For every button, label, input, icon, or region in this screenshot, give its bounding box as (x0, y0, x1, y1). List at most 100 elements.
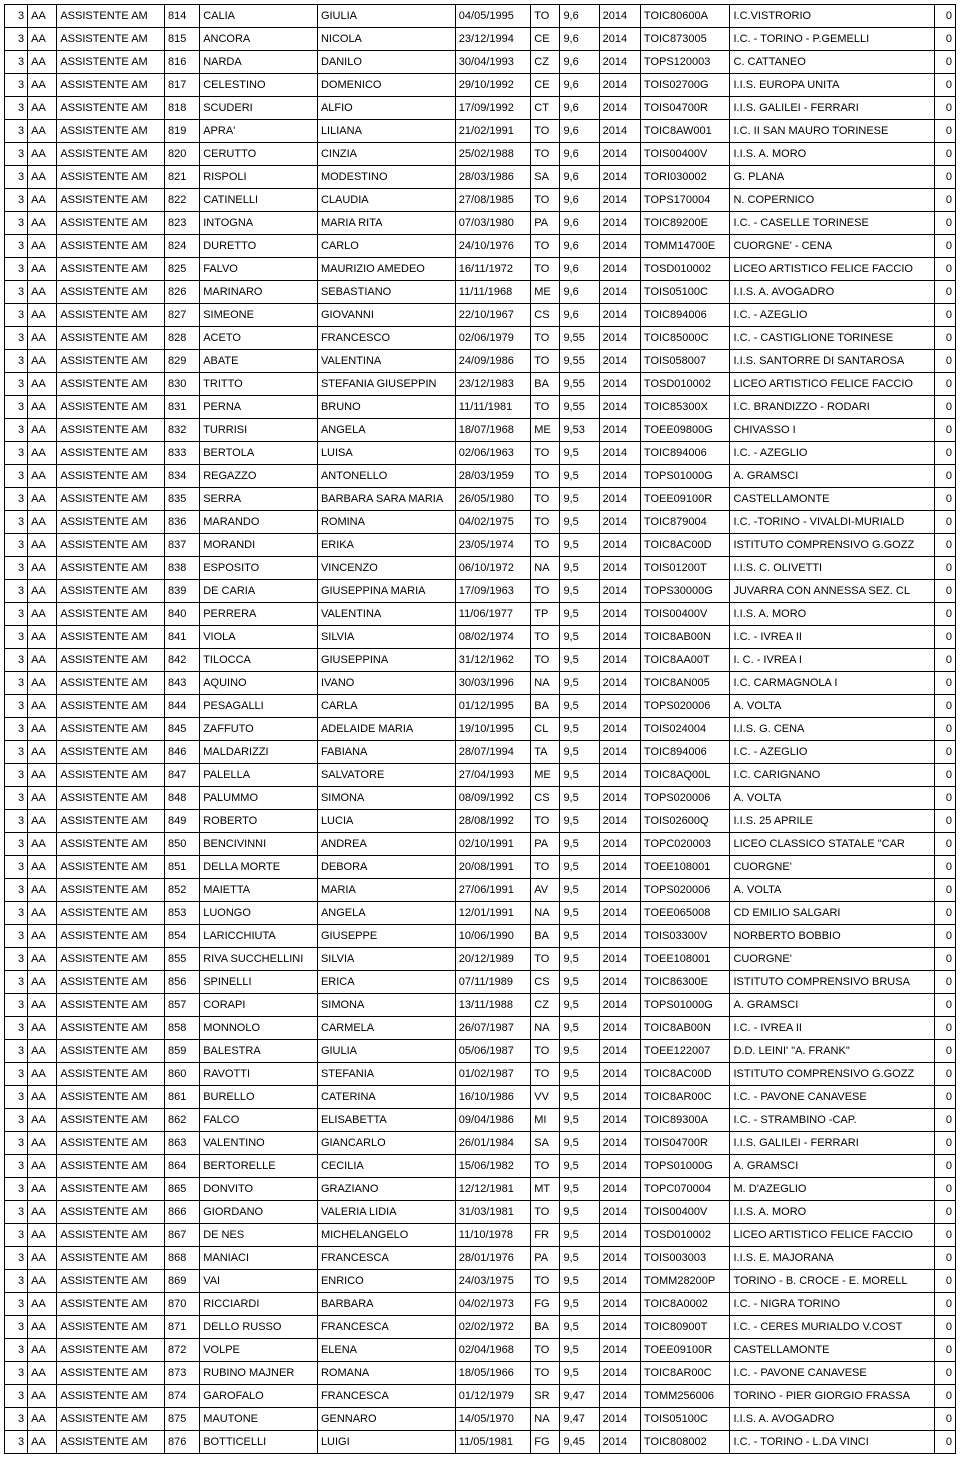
cell-col-6: 29/10/1992 (455, 74, 530, 97)
cell-col-0: 3 (5, 5, 28, 28)
cell-col-1: AA (28, 1247, 57, 1270)
cell-col-11: LICEO ARTISTICO FELICE FACCIO (730, 258, 934, 281)
cell-col-12: 0 (934, 28, 955, 51)
cell-col-12: 0 (934, 1293, 955, 1316)
cell-col-6: 12/12/1981 (455, 1178, 530, 1201)
cell-col-12: 0 (934, 442, 955, 465)
cell-col-2: ASSISTENTE AM (57, 1316, 165, 1339)
cell-col-2: ASSISTENTE AM (57, 534, 165, 557)
table-row: 3AAASSISTENTE AM857CORAPISIMONA13/11/198… (5, 994, 956, 1017)
cell-col-3: 856 (164, 971, 199, 994)
cell-col-9: 2014 (599, 212, 640, 235)
cell-col-8: 9,5 (560, 1132, 599, 1155)
cell-col-8: 9,6 (560, 51, 599, 74)
cell-col-9: 2014 (599, 1385, 640, 1408)
cell-col-4: CATINELLI (200, 189, 318, 212)
cell-col-11: I.C. - AZEGLIO (730, 442, 934, 465)
table-row: 3AAASSISTENTE AM816NARDADANILO30/04/1993… (5, 51, 956, 74)
cell-col-4: TURRISI (200, 419, 318, 442)
cell-col-8: 9,5 (560, 1339, 599, 1362)
cell-col-11: I.C. CARIGNANO (730, 764, 934, 787)
cell-col-2: ASSISTENTE AM (57, 166, 165, 189)
cell-col-8: 9,6 (560, 97, 599, 120)
cell-col-4: BOTTICELLI (200, 1431, 318, 1454)
cell-col-12: 0 (934, 97, 955, 120)
cell-col-5: GIANCARLO (317, 1132, 455, 1155)
cell-col-8: 9,5 (560, 626, 599, 649)
cell-col-10: TOPS120003 (640, 51, 730, 74)
cell-col-7: CZ (531, 51, 560, 74)
cell-col-5: CLAUDIA (317, 189, 455, 212)
cell-col-5: CATERINA (317, 1086, 455, 1109)
cell-col-4: NARDA (200, 51, 318, 74)
cell-col-6: 31/03/1981 (455, 1201, 530, 1224)
cell-col-12: 0 (934, 350, 955, 373)
cell-col-8: 9,5 (560, 1178, 599, 1201)
cell-col-1: AA (28, 603, 57, 626)
cell-col-0: 3 (5, 1408, 28, 1431)
cell-col-7: PA (531, 833, 560, 856)
cell-col-6: 13/11/1988 (455, 994, 530, 1017)
cell-col-6: 31/12/1962 (455, 649, 530, 672)
cell-col-12: 0 (934, 925, 955, 948)
cell-col-0: 3 (5, 695, 28, 718)
cell-col-6: 18/05/1966 (455, 1362, 530, 1385)
cell-col-0: 3 (5, 1155, 28, 1178)
cell-col-2: ASSISTENTE AM (57, 1408, 165, 1431)
cell-col-10: TOIC873005 (640, 28, 730, 51)
cell-col-1: AA (28, 373, 57, 396)
cell-col-4: TILOCCA (200, 649, 318, 672)
cell-col-2: ASSISTENTE AM (57, 649, 165, 672)
cell-col-10: TOIC8AC00D (640, 1063, 730, 1086)
cell-col-4: MARANDO (200, 511, 318, 534)
cell-col-10: TOPS020006 (640, 787, 730, 810)
cell-col-7: TO (531, 465, 560, 488)
cell-col-1: AA (28, 189, 57, 212)
cell-col-12: 0 (934, 235, 955, 258)
cell-col-12: 0 (934, 1224, 955, 1247)
cell-col-11: I.C. II SAN MAURO TORINESE (730, 120, 934, 143)
cell-col-10: TOPS30000G (640, 580, 730, 603)
cell-col-8: 9,5 (560, 1362, 599, 1385)
cell-col-5: DOMENICO (317, 74, 455, 97)
cell-col-7: CS (531, 787, 560, 810)
cell-col-0: 3 (5, 442, 28, 465)
cell-col-4: MAIETTA (200, 879, 318, 902)
cell-col-7: TO (531, 534, 560, 557)
cell-col-0: 3 (5, 212, 28, 235)
cell-col-1: AA (28, 511, 57, 534)
cell-col-8: 9,5 (560, 741, 599, 764)
cell-col-10: TOIS003003 (640, 1247, 730, 1270)
cell-col-3: 818 (164, 97, 199, 120)
cell-col-11: I.I.S. GALILEI - FERRARI (730, 1132, 934, 1155)
cell-col-12: 0 (934, 143, 955, 166)
cell-col-4: BENCIVINNI (200, 833, 318, 856)
cell-col-1: AA (28, 580, 57, 603)
cell-col-0: 3 (5, 1086, 28, 1109)
cell-col-1: AA (28, 1270, 57, 1293)
cell-col-0: 3 (5, 1316, 28, 1339)
cell-col-11: I.I.S. C. OLIVETTI (730, 557, 934, 580)
cell-col-3: 837 (164, 534, 199, 557)
cell-col-2: ASSISTENTE AM (57, 879, 165, 902)
cell-col-8: 9,45 (560, 1431, 599, 1454)
cell-col-3: 848 (164, 787, 199, 810)
cell-col-11: LICEO CLASSICO STATALE "CAR (730, 833, 934, 856)
cell-col-11: I.C.VISTRORIO (730, 5, 934, 28)
cell-col-6: 04/02/1973 (455, 1293, 530, 1316)
cell-col-2: ASSISTENTE AM (57, 580, 165, 603)
cell-col-4: RUBINO MAJNER (200, 1362, 318, 1385)
table-row: 3AAASSISTENTE AM861BURELLOCATERINA16/10/… (5, 1086, 956, 1109)
cell-col-1: AA (28, 833, 57, 856)
cell-col-4: MANIACI (200, 1247, 318, 1270)
cell-col-8: 9,5 (560, 764, 599, 787)
cell-col-12: 0 (934, 281, 955, 304)
cell-col-6: 09/04/1986 (455, 1109, 530, 1132)
cell-col-12: 0 (934, 764, 955, 787)
cell-col-3: 875 (164, 1408, 199, 1431)
cell-col-7: TO (531, 143, 560, 166)
cell-col-2: ASSISTENTE AM (57, 787, 165, 810)
cell-col-10: TOIC80900T (640, 1316, 730, 1339)
cell-col-12: 0 (934, 672, 955, 695)
cell-col-5: BARBARA SARA MARIA (317, 488, 455, 511)
